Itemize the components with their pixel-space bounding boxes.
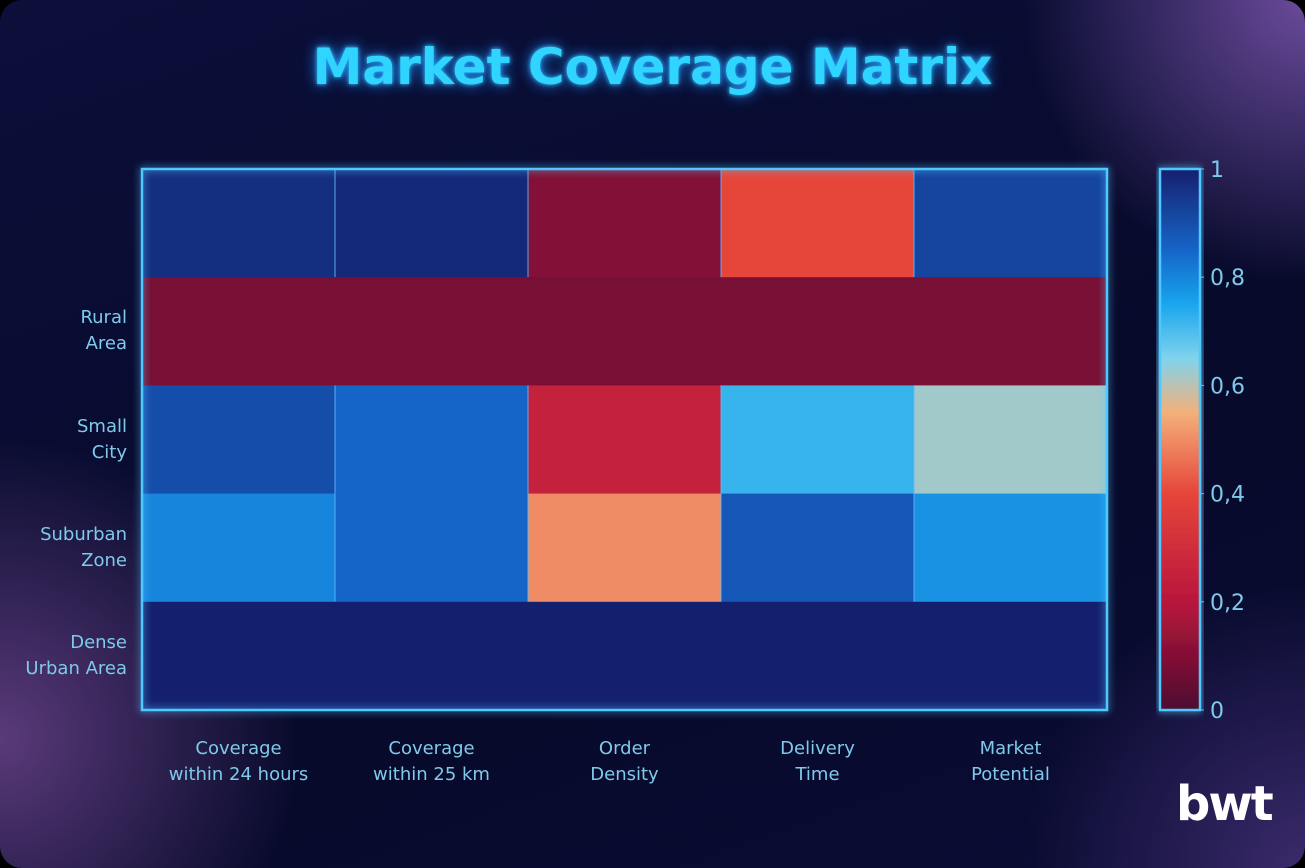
cell xyxy=(142,169,336,278)
cell xyxy=(914,601,1108,711)
cell xyxy=(914,169,1108,278)
colorbar-tick-label: 0,2 xyxy=(1210,591,1245,616)
cell xyxy=(721,169,915,278)
cell xyxy=(528,601,722,711)
cell xyxy=(721,385,915,495)
y-tick-label: Small City xyxy=(77,415,127,463)
heatmap xyxy=(142,169,1108,711)
logo: bwt xyxy=(1176,776,1274,832)
x-tick-label: Delivery Time xyxy=(780,738,855,785)
cell xyxy=(528,493,722,603)
colorbar xyxy=(1158,167,1202,712)
cell xyxy=(721,277,915,386)
cell xyxy=(721,601,915,711)
x-tick-label: Order Density xyxy=(590,738,659,785)
cell xyxy=(335,601,529,711)
cell xyxy=(914,277,1108,386)
cell xyxy=(142,601,336,711)
x-tick-label: Coverage within 24 hours xyxy=(168,738,309,785)
x-tick-label: Coverage within 25 km xyxy=(373,738,490,785)
cell xyxy=(335,277,529,386)
cell xyxy=(142,277,336,386)
colorbar-tick-label: 0 xyxy=(1210,699,1224,724)
plot-border xyxy=(140,167,1109,712)
colorbar-tick-label: 0,4 xyxy=(1210,483,1245,508)
x-tick-label: Market Potential xyxy=(971,738,1050,785)
chart-title: Market Coverage Matrix xyxy=(312,38,993,96)
cell xyxy=(142,493,336,603)
cell xyxy=(142,385,336,495)
cell xyxy=(914,385,1108,495)
cell xyxy=(528,277,722,386)
cell xyxy=(528,385,722,495)
colorbar-tick-label: 0,8 xyxy=(1210,266,1245,291)
cell xyxy=(335,385,529,495)
cell xyxy=(528,169,722,278)
cell xyxy=(914,493,1108,603)
y-tick-label: Rural Area xyxy=(80,307,127,355)
colorbar-tick-label: 1 xyxy=(1210,158,1224,183)
cell xyxy=(335,493,529,603)
y-tick-label: Suburban Zone xyxy=(40,523,127,571)
colorbar-tick-label: 0,6 xyxy=(1210,374,1245,399)
cell xyxy=(721,493,915,603)
cell xyxy=(335,169,529,278)
y-tick-label: Dense Urban Area xyxy=(25,631,127,679)
